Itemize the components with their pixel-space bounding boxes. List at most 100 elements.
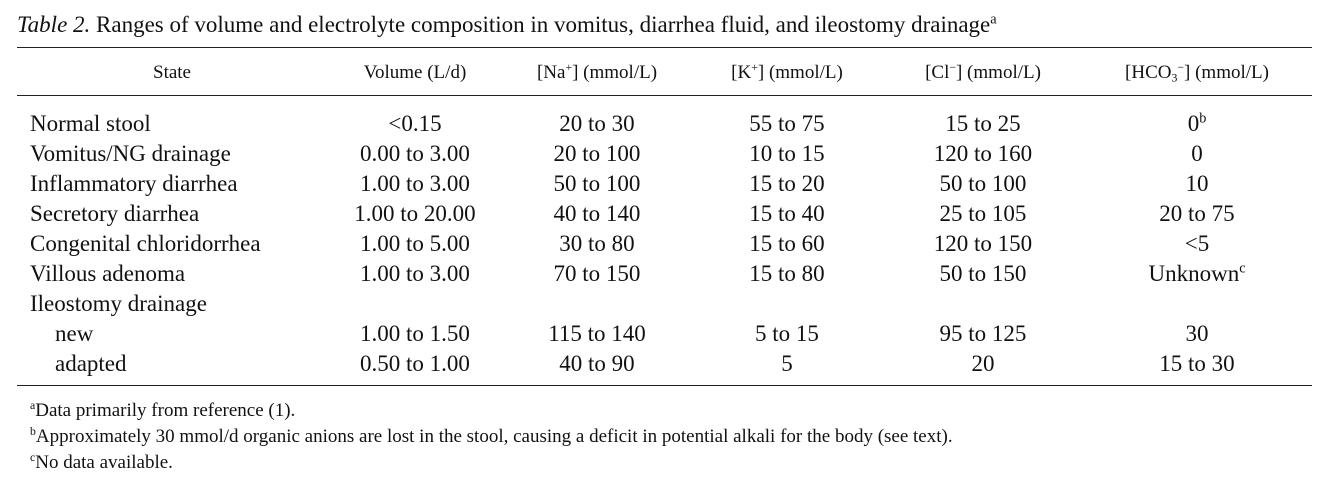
column-header: State <box>0 63 472 82</box>
cell-text: 15 to 20 <box>749 170 825 196</box>
footnote-mark: b <box>1199 109 1207 126</box>
table-cell: 20 to 30 <box>297 112 897 135</box>
text-run: + <box>565 60 573 74</box>
cell-text: 40 to 140 <box>553 200 641 226</box>
footnote-mark: a <box>30 398 36 412</box>
row-label: Inflammatory diarrhea <box>30 172 238 195</box>
cell-text: 0 <box>1187 110 1200 136</box>
row-label: Secretory diarrhea <box>30 202 199 225</box>
text-run: + <box>751 60 758 74</box>
text-run: Ranges of volume and electrolyte composi… <box>90 11 991 37</box>
table-cell: 0b <box>897 109 1332 136</box>
table-cell: 1.00 to 1.50 <box>115 322 715 345</box>
footnote: bApproximately 30 mmol/d organic anions … <box>30 424 953 445</box>
cell-text: 1.00 to 3.00 <box>360 170 470 196</box>
column-header: [HCO3−] (mmol/L) <box>897 60 1332 85</box>
cell-text: 0.00 to 3.00 <box>360 140 470 166</box>
cell-text: Inflammatory diarrhea <box>30 170 238 196</box>
cell-text: 0.50 to 1.00 <box>360 350 470 376</box>
table-cell: 40 to 140 <box>297 202 897 225</box>
cell-text: 40 to 90 <box>559 350 635 376</box>
table-cell: 20 to 75 <box>897 202 1332 225</box>
footnote-mark: c <box>30 450 36 464</box>
table-cell: <0.15 <box>115 112 715 135</box>
text-run: − <box>949 60 956 74</box>
cell-text: 25 to 105 <box>939 200 1027 226</box>
cell-text: 5 <box>781 350 793 376</box>
cell-text: <5 <box>1184 230 1210 256</box>
cell-text: 50 to 100 <box>553 170 641 196</box>
table-cell: 40 to 90 <box>297 352 897 375</box>
cell-text: 70 to 150 <box>553 260 641 286</box>
table-cell: 25 to 105 <box>683 202 1283 225</box>
text-run: ] (mmol/L) <box>757 61 843 83</box>
cell-text: 20 to 75 <box>1159 200 1235 226</box>
cell-text: <0.15 <box>388 110 442 136</box>
cell-text: 15 to 40 <box>749 200 825 226</box>
table-cell: 15 to 25 <box>683 112 1283 135</box>
table-cell: 15 to 40 <box>487 202 1087 225</box>
cell-text: 1.00 to 1.50 <box>360 320 470 346</box>
table-cell: 95 to 125 <box>683 322 1283 345</box>
cell-text: 1.00 to 3.00 <box>360 260 470 286</box>
row-label: adapted <box>55 352 127 375</box>
text-run: ] (mmol/L) <box>572 61 658 83</box>
footnote: cNo data available. <box>30 450 173 471</box>
table-cell: 15 to 60 <box>487 232 1087 255</box>
table-cell: 50 to 100 <box>683 172 1283 195</box>
footnote-mark: b <box>30 424 36 438</box>
text-run: − <box>1177 60 1185 74</box>
table-cell: 70 to 150 <box>297 262 897 285</box>
text-run: State <box>153 61 191 83</box>
text-run: [HCO <box>1125 61 1172 83</box>
cell-text: 15 to 30 <box>1159 350 1235 376</box>
text-run: [Cl <box>925 61 950 83</box>
column-header: [K+] (mmol/L) <box>487 60 1087 83</box>
cell-text: 20 <box>971 350 995 376</box>
cell-text: 5 to 15 <box>755 320 819 346</box>
cell-text: new <box>55 320 94 346</box>
table-cell: 1.00 to 5.00 <box>115 232 715 255</box>
table-cell: 10 <box>897 172 1332 195</box>
cell-text: 95 to 125 <box>939 320 1027 346</box>
cell-text: 0 <box>1191 140 1203 166</box>
text-run: a <box>990 10 997 27</box>
cell-text: 15 to 80 <box>749 260 825 286</box>
cell-text: 120 to 160 <box>933 140 1033 166</box>
table-cell: 120 to 160 <box>683 142 1283 165</box>
cell-text: 50 to 100 <box>939 170 1027 196</box>
cell-text: Normal stool <box>30 110 151 136</box>
cell-text: 15 to 60 <box>749 230 825 256</box>
row-label: Ileostomy drainage <box>30 292 207 315</box>
cell-text: 10 to 15 <box>749 140 825 166</box>
cell-text: 20 to 100 <box>553 140 641 166</box>
column-header: [Cl−] (mmol/L) <box>683 60 1283 83</box>
table-cell: 120 to 150 <box>683 232 1283 255</box>
table-cell: 30 to 80 <box>297 232 897 255</box>
row-label: new <box>55 322 93 345</box>
cell-text: 10 <box>1185 170 1209 196</box>
cell-text: Villous adenoma <box>30 260 186 286</box>
table-cell: 15 to 30 <box>897 352 1332 375</box>
cell-text: Secretory diarrhea <box>30 200 200 226</box>
text-run: 3 <box>1171 71 1178 85</box>
text-run: ] (mmol/L) <box>1184 61 1269 83</box>
cell-text: 55 to 75 <box>749 110 825 136</box>
table-cell: 0 <box>897 142 1332 165</box>
table-cell: 5 to 15 <box>487 322 1087 345</box>
cell-text: adapted <box>55 350 127 376</box>
cell-text: 1.00 to 5.00 <box>360 230 470 256</box>
table-cell: 10 to 15 <box>487 142 1087 165</box>
footnote: aData primarily from reference (1). <box>30 398 295 419</box>
table-cell: 0.50 to 1.00 <box>115 352 715 375</box>
table-cell: 50 to 100 <box>297 172 897 195</box>
table-cell: 50 to 150 <box>683 262 1283 285</box>
cell-text: 115 to 140 <box>548 320 646 346</box>
table-cell: 15 to 20 <box>487 172 1087 195</box>
table-cell: 1.00 to 3.00 <box>115 172 715 195</box>
cell-text: Congenital chloridorrhea <box>30 230 261 256</box>
top-rule <box>17 47 1312 48</box>
table-cell: 1.00 to 3.00 <box>115 262 715 285</box>
text-run: [K <box>731 61 752 83</box>
